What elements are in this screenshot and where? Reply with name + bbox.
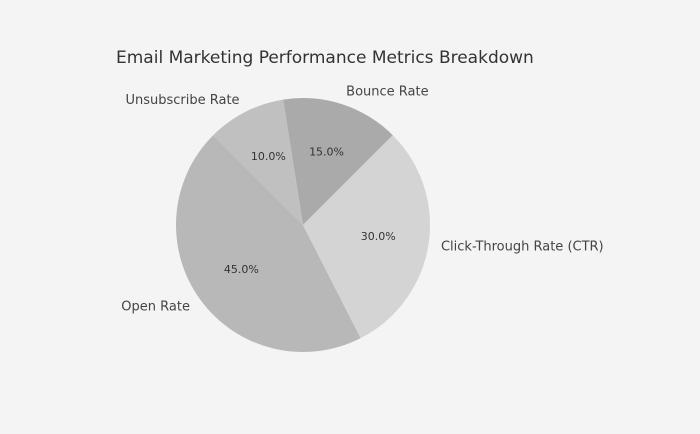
pie-slice-click-through-rate-ctr	[303, 135, 431, 339]
chart-title: Email Marketing Performance Metrics Brea…	[116, 48, 534, 68]
category-label-click-through-rate-ctr: Click-Through Rate (CTR)	[441, 239, 604, 254]
pie-slice-open-rate	[175, 135, 361, 352]
pie-slice-bounce-rate	[283, 98, 393, 225]
pct-label-unsubscribe-rate: 10.0%	[251, 150, 286, 163]
category-label-bounce-rate: Bounce Rate	[346, 85, 428, 100]
pie-slice-unsubscribe-rate	[213, 99, 303, 225]
category-label-open-rate: Open Rate	[121, 300, 190, 315]
pie-slices	[175, 98, 431, 352]
pct-label-click-through-rate-ctr: 30.0%	[361, 230, 396, 243]
pct-label-open-rate: 45.0%	[224, 263, 259, 276]
category-label-unsubscribe-rate: Unsubscribe Rate	[125, 93, 239, 108]
pie-labels: 15.0% Bounce Rate 10.0% Unsubscribe Rate 45.…	[121, 85, 603, 315]
pct-label-bounce-rate: 15.0%	[309, 146, 344, 159]
